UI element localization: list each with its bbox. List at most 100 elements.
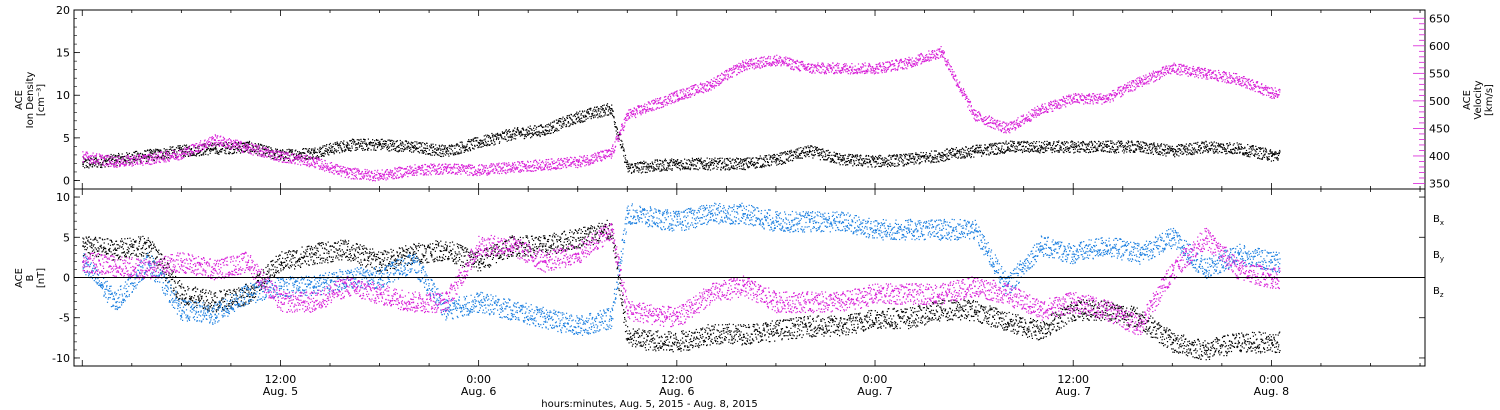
data-point <box>981 155 983 157</box>
data-point <box>190 153 192 155</box>
data-point <box>952 148 954 150</box>
data-point <box>1210 148 1212 150</box>
data-point <box>183 154 185 156</box>
data-point <box>833 151 835 153</box>
data-point <box>606 104 608 107</box>
data-point <box>431 147 433 149</box>
data-point <box>1177 148 1179 150</box>
data-point <box>1059 148 1061 150</box>
data-point <box>999 152 1001 155</box>
data-point <box>234 140 236 143</box>
data-point <box>814 154 816 156</box>
data-point <box>435 153 437 155</box>
data-point <box>694 164 696 166</box>
data-point <box>245 148 247 150</box>
data-point <box>575 117 578 120</box>
data-point <box>191 154 193 157</box>
data-point <box>922 152 924 154</box>
data-point <box>101 163 103 165</box>
data-point <box>211 136 213 138</box>
data-point <box>171 146 173 148</box>
data-point <box>227 145 229 147</box>
data-point <box>579 118 581 120</box>
data-point <box>597 109 599 111</box>
data-point <box>144 154 146 156</box>
data-point <box>85 164 87 167</box>
data-point <box>1034 146 1036 148</box>
data-point <box>826 159 828 161</box>
data-point <box>357 171 360 173</box>
data-point <box>925 152 927 154</box>
data-point <box>201 150 203 152</box>
data-point <box>773 156 775 158</box>
data-point <box>886 164 888 166</box>
data-point <box>175 153 177 155</box>
data-point <box>796 148 798 150</box>
data-point <box>362 147 364 149</box>
data-point <box>285 151 287 153</box>
data-point <box>894 158 896 160</box>
data-point <box>233 142 235 144</box>
data-point <box>534 125 536 127</box>
data-point <box>885 157 887 160</box>
data-point <box>339 152 341 154</box>
data-point <box>626 166 628 168</box>
data-point <box>371 142 373 144</box>
data-point <box>336 141 338 143</box>
data-point <box>127 154 129 156</box>
data-point <box>1183 146 1185 148</box>
data-point <box>1098 144 1100 146</box>
data-point <box>285 157 287 159</box>
data-point <box>255 144 257 146</box>
data-point <box>768 164 770 166</box>
data-point <box>193 145 195 147</box>
data-point <box>793 157 795 159</box>
data-point <box>718 161 721 163</box>
data-point <box>747 166 749 168</box>
data-point <box>1212 149 1214 151</box>
data-point <box>959 154 961 156</box>
data-point <box>558 129 560 132</box>
data-point <box>235 144 237 146</box>
data-point <box>1046 150 1048 152</box>
data-point <box>351 142 353 144</box>
data-point <box>493 138 495 140</box>
data-point <box>649 170 651 172</box>
data-point <box>1277 154 1280 156</box>
data-point <box>643 160 645 162</box>
data-point <box>1151 151 1153 153</box>
data-point <box>494 143 496 145</box>
data-point <box>527 133 529 135</box>
data-point <box>126 152 128 154</box>
data-point <box>184 154 186 156</box>
data-point <box>1157 143 1159 145</box>
data-point <box>242 150 244 152</box>
data-point <box>884 162 886 164</box>
data-point <box>561 118 563 120</box>
data-point <box>412 145 414 147</box>
data-point <box>110 159 112 161</box>
data-point <box>1138 142 1140 144</box>
data-point <box>342 170 344 172</box>
data-point <box>983 151 985 153</box>
data-point <box>1202 142 1204 144</box>
data-point <box>323 155 325 157</box>
data-point <box>609 108 611 110</box>
data-point <box>345 149 347 151</box>
data-point <box>368 142 370 144</box>
data-point <box>759 155 761 157</box>
data-point <box>446 152 448 154</box>
data-point <box>761 166 763 169</box>
data-point <box>752 164 754 166</box>
data-point <box>182 149 184 151</box>
data-point <box>432 149 434 152</box>
data-point <box>441 144 443 146</box>
data-point <box>123 160 125 163</box>
data-point <box>1020 141 1022 143</box>
data-point <box>957 149 959 151</box>
data-point <box>761 165 763 167</box>
data-point <box>306 158 308 160</box>
data-point <box>285 152 287 154</box>
data-point <box>580 113 582 115</box>
data-point <box>935 158 937 160</box>
